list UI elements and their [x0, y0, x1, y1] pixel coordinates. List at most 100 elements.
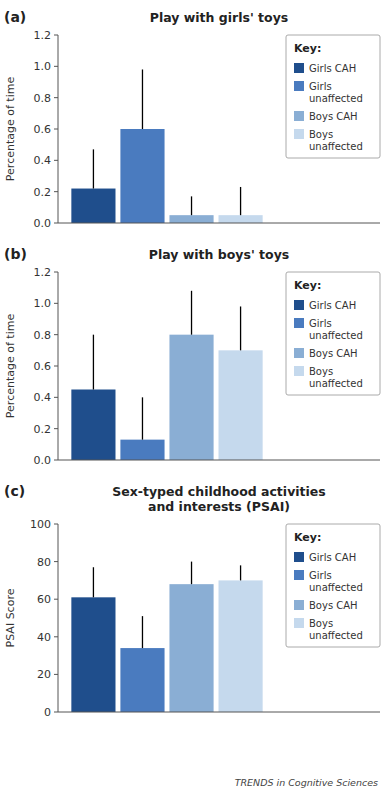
plot-area — [71, 562, 262, 712]
y-axis-line — [58, 272, 59, 460]
y-tick — [54, 674, 58, 675]
y-tick — [54, 303, 58, 304]
y-tick — [54, 366, 58, 367]
error-bar — [93, 149, 94, 188]
error-bar — [191, 196, 192, 215]
bar — [120, 648, 164, 712]
legend-title: Key: — [294, 279, 321, 292]
legend-swatch — [294, 300, 304, 310]
error-bar — [240, 565, 241, 580]
legend-entry: Girlsunaffected — [309, 570, 363, 593]
error-bar — [191, 562, 192, 585]
bar — [71, 597, 115, 712]
y-tick-label: 0.4 — [34, 154, 52, 167]
error-bar — [142, 69, 143, 129]
legend-frame — [286, 272, 380, 395]
y-axis-line — [58, 524, 59, 712]
legend-swatch — [294, 318, 304, 328]
y-tick — [54, 428, 58, 429]
bar — [120, 440, 164, 460]
plot-area — [71, 69, 262, 223]
legend-swatch — [294, 111, 304, 121]
bar — [219, 580, 263, 712]
y-tick-label: 0.6 — [34, 123, 52, 136]
legend-swatch — [294, 618, 304, 628]
y-tick-label: 0 — [44, 706, 51, 719]
legend-entry: Boys CAH — [309, 348, 358, 359]
error-bar — [142, 397, 143, 439]
figure: (a)Play with girls' toysPercentage of ti… — [0, 0, 388, 794]
x-axis-line — [58, 460, 380, 461]
legend-entry: Boys CAH — [309, 111, 358, 122]
y-tick-label: 0.8 — [34, 329, 52, 342]
y-axis-label: PSAI Score — [4, 588, 17, 647]
panel-label: (c) — [4, 483, 25, 499]
legend-title: Key: — [294, 531, 321, 544]
bar — [169, 335, 213, 460]
y-tick — [54, 97, 58, 98]
bar — [219, 215, 263, 223]
y-tick-label: 0.2 — [34, 186, 52, 199]
bar — [71, 390, 115, 461]
bar — [71, 189, 115, 223]
x-axis-line — [58, 223, 380, 224]
y-tick-label: 80 — [37, 556, 51, 569]
title: Play with girls' toys — [150, 10, 289, 25]
y-tick-label: 20 — [37, 668, 51, 681]
error-bar — [142, 616, 143, 648]
legend-entry: Boysunaffected — [309, 129, 363, 152]
legend-entry: Boysunaffected — [309, 366, 363, 389]
y-tick — [54, 561, 58, 562]
legend-entry: Girls CAH — [309, 552, 356, 563]
y-tick — [54, 223, 58, 224]
legend-swatch — [294, 366, 304, 376]
panel: (b) Play with boys' toys Percentage of tim… — [4, 246, 380, 467]
legend-swatch — [294, 348, 304, 358]
y-tick-label: 1.2 — [34, 266, 52, 279]
error-bar — [240, 187, 241, 215]
y-tick — [54, 160, 58, 161]
error-bar — [191, 291, 192, 335]
bar — [169, 215, 213, 223]
legend: Key:Girls CAHGirlsunaffectedBoys CAHBoys… — [286, 524, 380, 647]
legend-swatch — [294, 552, 304, 562]
background — [0, 0, 388, 794]
legend-entry: Girls CAH — [309, 300, 356, 311]
error-bar — [240, 306, 241, 350]
y-tick — [54, 129, 58, 130]
y-tick-label: 0.8 — [34, 92, 52, 105]
y-axis-line — [58, 35, 59, 223]
legend-swatch — [294, 81, 304, 91]
y-tick — [54, 599, 58, 600]
y-axis-label: Percentage of time — [4, 77, 17, 182]
legend: Key: Girls CAH Girlsunaffected Boys CAH Boys… — [286, 272, 380, 395]
bar — [219, 350, 263, 460]
legend-entry: Girlsunaffected — [309, 81, 363, 104]
panel-label: (b) — [4, 246, 27, 262]
legend-entry: Girlsunaffected — [309, 318, 363, 341]
y-tick-label: 60 — [37, 593, 51, 606]
legend: Key:Girls CAHGirlsunaffectedBoys CAHBoys… — [286, 35, 380, 158]
legend-swatch — [294, 600, 304, 610]
y-tick — [54, 460, 58, 461]
error-bar — [93, 567, 94, 597]
legend-frame — [286, 524, 380, 647]
y-tick-label: 1.2 — [34, 29, 52, 42]
y-tick-label: 0.2 — [34, 423, 52, 436]
y-tick — [54, 272, 58, 273]
y-axis-label: Percentage of time — [4, 314, 17, 419]
legend-frame — [286, 35, 380, 158]
legend-entry: Boysunaffected — [309, 618, 363, 641]
y-tick-label: 0.0 — [34, 217, 52, 230]
bar — [169, 584, 213, 712]
y-tick — [54, 636, 58, 637]
y-tick-label: 0.4 — [34, 391, 52, 404]
error-bar — [93, 335, 94, 390]
legend-swatch — [294, 129, 304, 139]
y-tick-label: 0.0 — [34, 454, 52, 467]
title: Play with boys' toys — [149, 247, 290, 262]
y-tick — [54, 35, 58, 36]
y-tick — [54, 334, 58, 335]
y-tick — [54, 524, 58, 525]
legend-swatch — [294, 570, 304, 580]
